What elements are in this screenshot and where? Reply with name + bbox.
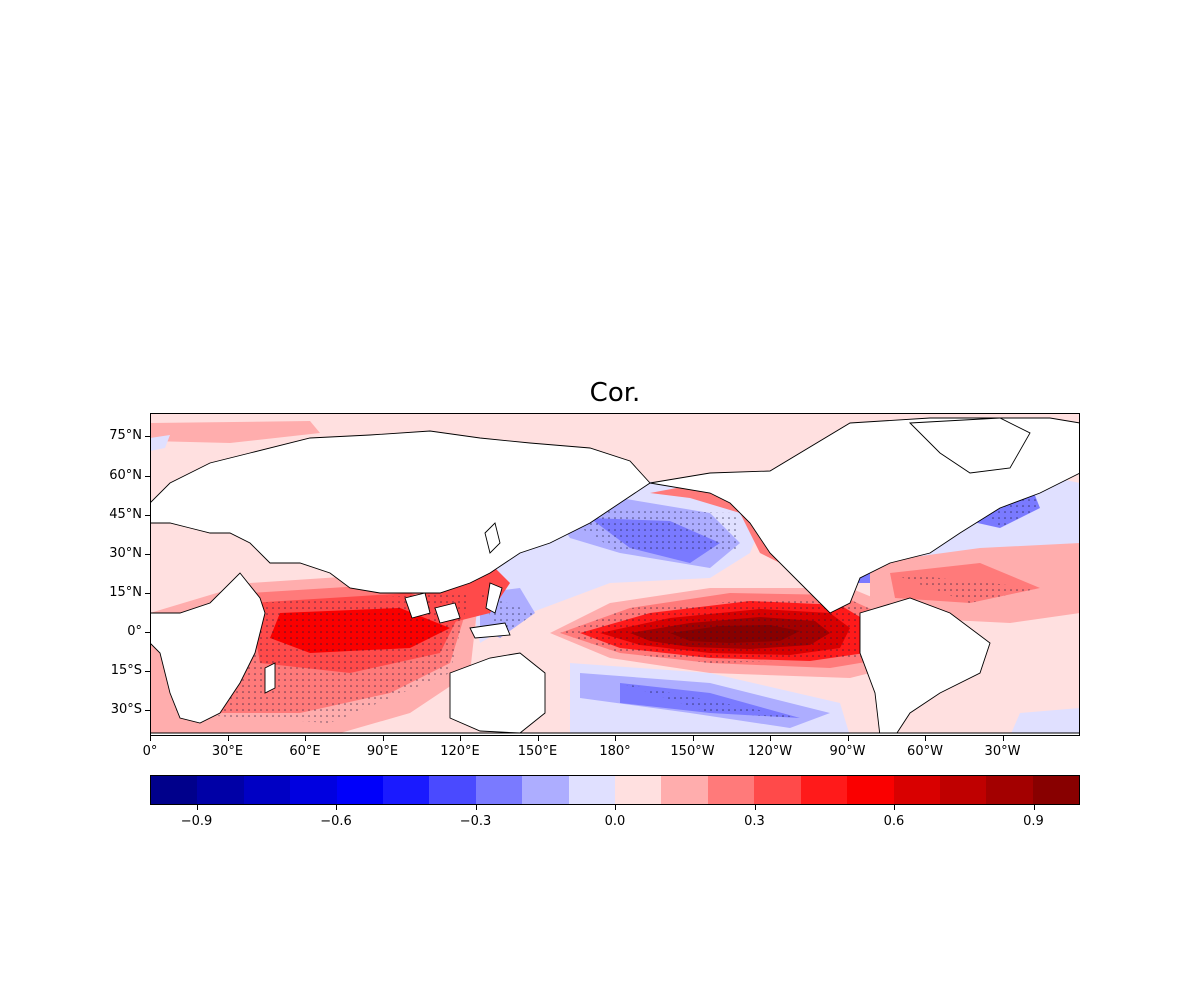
lon-tick-mark (1002, 736, 1004, 741)
colorbar-segment (986, 776, 1033, 804)
lon-tick-mark (847, 736, 849, 741)
colorbar-tick-mark (894, 805, 895, 810)
lon-tick-label: 0° (142, 744, 158, 759)
lat-tick-label: 45°N (109, 506, 142, 522)
colorbar-tick-label: −0.3 (459, 814, 492, 829)
colorbar-segment (151, 776, 198, 804)
map-border (150, 413, 1080, 736)
colorbar-tick-mark (615, 805, 616, 810)
colorbar-tick-mark (336, 805, 337, 810)
lat-tick-mark (145, 436, 150, 438)
lon-tick-mark (150, 736, 151, 741)
lat-tick-mark (145, 553, 150, 555)
lon-tick-label: 120°W (747, 744, 793, 759)
colorbar-tick-mark (1033, 805, 1035, 810)
lon-tick-label: 150°W (670, 744, 715, 759)
lat-tick-mark (145, 631, 150, 633)
lon-tick-label: 30°W (984, 744, 1021, 759)
colorbar-tick-label: 0.3 (744, 814, 765, 829)
colorbar-segment (847, 776, 894, 804)
lat-tick-label: 15°S (110, 662, 142, 678)
eurasia (150, 430, 651, 594)
colorbar-tick-mark (475, 805, 477, 810)
lon-tick-label: 90°E (366, 744, 399, 759)
africa (150, 572, 266, 724)
lat-tick-mark (145, 709, 150, 711)
south-america (859, 597, 991, 736)
lon-tick-label: 120°E (440, 744, 480, 759)
australia (449, 652, 546, 734)
colorbar-tick-mark (754, 805, 756, 810)
colorbar-segment (893, 776, 940, 804)
lat-tick-mark (145, 475, 150, 477)
colorbar-segment (754, 776, 801, 804)
lon-tick-label: 90°W (829, 744, 866, 759)
lon-tick-label: 180° (599, 744, 631, 759)
colorbar-segment (707, 776, 755, 804)
lon-tick-mark (692, 736, 694, 741)
lon-tick-mark (382, 736, 384, 741)
lat-tick-label: 60°N (109, 467, 142, 483)
colorbar-segment (1032, 776, 1080, 804)
lon-tick-mark (770, 736, 771, 741)
map-title: Cor. (589, 378, 641, 408)
colorbar-segment (383, 776, 430, 804)
colorbar-tick-label: 0.9 (1023, 814, 1044, 829)
lon-tick-mark (537, 736, 539, 741)
colorbar-segment (568, 776, 616, 804)
colorbar-tick-label: 0.6 (883, 814, 905, 829)
colorbar-segment (429, 776, 476, 804)
correlation-map (150, 413, 1080, 736)
colorbar-tick-label: 0.0 (604, 814, 626, 829)
lon-tick-mark (615, 736, 616, 741)
lon-tick-label: 30°E (211, 744, 244, 759)
lon-tick-label: 150°E (517, 744, 558, 759)
lat-tick-mark (145, 514, 150, 516)
lat-tick-mark (145, 670, 150, 672)
colorbar-tick-label: −0.6 (320, 814, 352, 829)
lon-tick-mark (925, 736, 926, 741)
lon-tick-mark (305, 736, 306, 741)
colorbar-segment (290, 776, 337, 804)
colorbar-segment (800, 776, 848, 804)
lat-tick-mark (145, 592, 150, 594)
colorbar-segment (661, 776, 708, 804)
lat-tick-label: 0° (127, 623, 142, 639)
colorbar-segment (939, 776, 987, 804)
arctic-positive-region (150, 421, 320, 443)
colorbar-segment (197, 776, 244, 804)
lon-tick-mark (460, 736, 461, 741)
map-canvas (150, 413, 1080, 736)
colorbar-segment (615, 776, 662, 804)
lat-tick-label: 30°N (109, 545, 142, 561)
colorbar-segment (243, 776, 291, 804)
colorbar-segment (475, 776, 523, 804)
colorbar-tick-mark (196, 805, 198, 810)
greenland (908, 417, 1031, 474)
colorbar (150, 775, 1080, 805)
colorbar-segment (336, 776, 384, 804)
colorbar-tick-label: −0.9 (180, 814, 213, 829)
lon-tick-mark (227, 736, 229, 741)
lon-tick-label: 60°E (289, 744, 321, 759)
colorbar-segment (522, 776, 569, 804)
lat-tick-label: 15°N (109, 584, 142, 600)
lat-tick-label: 75°N (109, 428, 142, 444)
lat-tick-label: 30°S (110, 701, 142, 717)
lon-tick-label: 60°W (907, 744, 943, 759)
